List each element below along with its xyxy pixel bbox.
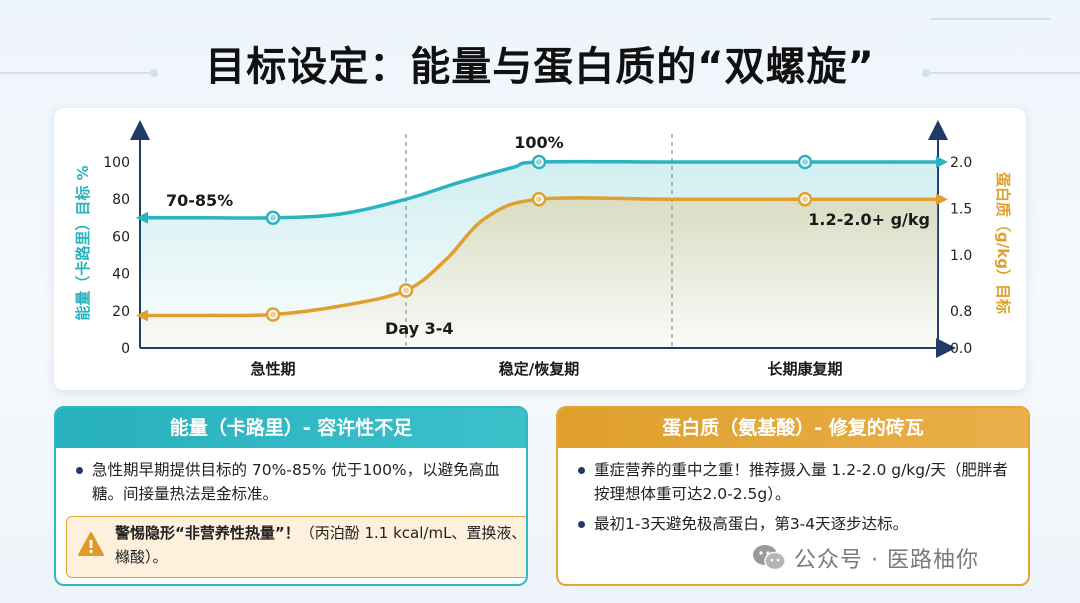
warning-text: （丙泊酚 1.1 kcal/mL、置换液、枸橼酸）。 [115, 524, 528, 566]
dual-axis-line-chart: 0 20 40 60 80 100 0.0 0.8 1.0 1.5 2.0 能量（卡路里）目标 % 蛋白… [74, 120, 1012, 378]
series-arrow-start [136, 211, 148, 224]
y-left-tick-label: 0 [121, 341, 130, 357]
decor-line [930, 72, 1080, 74]
protein-bullet: 重症营养的重中之重！推荐摄入量 1.2-2.0 g/kg/天（肥胖者按理想体重可… [574, 458, 1012, 506]
energy-bullet-list: 急性期早期提供目标的 70%-85% 优于100%，以避免高血糖。间接量热法是金… [56, 448, 526, 506]
protein-bullet-list: 重症营养的重中之重！推荐摄入量 1.2-2.0 g/kg/天（肥胖者按理想体重可… [558, 448, 1028, 536]
series-area-protein [140, 197, 938, 348]
decor-line [930, 18, 1050, 20]
y-left-tick-label: 80 [112, 192, 130, 208]
watermark: 公众号 · 医路柚你 [752, 540, 979, 576]
y-right-tick-label: 1.0 [950, 248, 972, 264]
warning-box: 警惕隐形“非营养性热量”！（丙泊酚 1.1 kcal/mL、置换液、枸橼酸）。 [66, 516, 528, 578]
data-point-core [403, 287, 409, 294]
x-phase-label: 急性期 [250, 360, 295, 378]
annotation-label: 100% [514, 133, 563, 152]
y-left-tick-label: 20 [112, 304, 130, 320]
y-right-tick-label: 1.5 [950, 202, 972, 218]
data-point-core [802, 196, 808, 203]
data-point-core [536, 159, 542, 165]
decor-dot [150, 69, 158, 77]
data-point-core [802, 159, 808, 165]
y-right-tick-label: 0.0 [950, 341, 972, 357]
warning-title: 警惕隐形“非营养性热量”！ [115, 524, 300, 542]
energy-panel: 能量（卡路里）- 容许性不足 急性期早期提供目标的 70%-85% 优于100%… [54, 406, 528, 586]
series-line-protein [139, 196, 938, 318]
series-arrow-end [936, 193, 948, 206]
protein-panel-title: 蛋白质（氨基酸）- 修复的砖瓦 [558, 408, 1028, 448]
watermark-text: 公众号 · 医路柚你 [794, 548, 979, 573]
wechat-icon [753, 545, 786, 571]
y-right-tick-label: 2.0 [950, 155, 972, 171]
annotation-label: 1.2-2.0+ g/kg [808, 210, 930, 229]
x-phase-label: 长期康复期 [767, 360, 842, 378]
data-point-core [270, 214, 276, 221]
protein-bullet: 最初1-3天避免极高蛋白，第3-4天逐步达标。 [574, 512, 1012, 536]
y-left-tick-label: 100 [103, 155, 130, 171]
series-line-energy [140, 159, 938, 220]
decor-dot [922, 69, 930, 77]
data-point-core [270, 311, 276, 318]
annotation-label: 70-85% [166, 191, 233, 210]
y-left-tick-label: 60 [112, 229, 130, 245]
y-left-axis-title: 能量（卡路里）目标 % [74, 165, 92, 320]
series-arrow-start [136, 309, 148, 322]
y-right-axis-title: 蛋白质（g/kg）目标 [994, 172, 1012, 314]
data-point-core [536, 196, 542, 203]
annotation-label: Day 3-4 [385, 319, 454, 338]
chart-card: 0 20 40 60 80 100 0.0 0.8 1.0 1.5 2.0 能量（卡路里）目标 % 蛋白… [54, 108, 1026, 390]
decor-line [0, 72, 150, 74]
page-title: 目标设定：能量与蛋白质的“双螺旋” [205, 44, 875, 90]
protein-panel: 蛋白质（氨基酸）- 修复的砖瓦 重症营养的重中之重！推荐摄入量 1.2-2.0 … [556, 406, 1030, 586]
energy-bullet: 急性期早期提供目标的 70%-85% 优于100%，以避免高血糖。间接量热法是金… [72, 458, 510, 506]
energy-panel-title: 能量（卡路里）- 容许性不足 [56, 408, 526, 448]
y-right-tick-label: 0.8 [950, 304, 972, 320]
x-phase-label: 稳定/恢复期 [499, 360, 579, 378]
y-left-tick-label: 40 [112, 267, 130, 283]
warning-icon [78, 532, 104, 556]
series-arrow-end [936, 156, 948, 168]
